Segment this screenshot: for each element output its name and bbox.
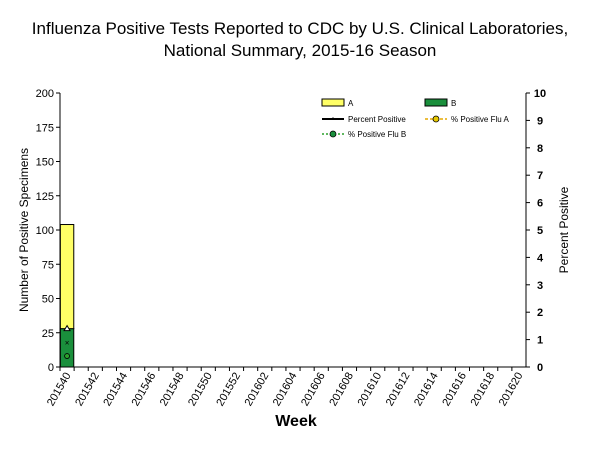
legend-marker-percent-positive [331, 117, 335, 120]
x-tick-label: 201542 [73, 371, 102, 409]
y-axis-right-label: Percent Positive [557, 186, 571, 273]
x-tick-label: 201548 [158, 371, 187, 409]
y-right-tick-label: 6 [537, 198, 543, 210]
marker-pct-flu-b [64, 353, 70, 359]
y-left-tick-label: 125 [36, 191, 54, 203]
y-left-tick-label: 175 [36, 122, 54, 134]
y-right-tick-label: 3 [537, 280, 543, 292]
legend-label-b: B [451, 99, 456, 108]
axes: 0 25 50 75 100 125 150 175 200 0 1 2 3 4 5 6 7 8 9 10 201540… [36, 88, 546, 408]
bar-b [59, 328, 75, 368]
legend-marker-pct-flu-a [432, 115, 440, 123]
legend-label-percent-positive: Percent Positive [348, 115, 406, 124]
legend-swatch-b [424, 98, 448, 107]
bars [59, 224, 75, 368]
y-left-tick-label: 200 [36, 88, 54, 100]
y-left-tick-label: 150 [36, 157, 54, 169]
line-markers: × [63, 324, 71, 359]
marker-pct-flu-a: × [65, 338, 70, 347]
x-tick-label: 201546 [130, 371, 159, 409]
x-tick-label: 201612 [384, 371, 413, 409]
legend-label-pct-flu-a: % Positive Flu A [451, 115, 509, 124]
y-right-tick-label: 2 [537, 307, 543, 319]
x-tick-label: 201604 [271, 371, 300, 409]
y-left-tick-label: 25 [42, 328, 54, 340]
y-right-tick-label: 8 [537, 143, 543, 155]
x-tick-label: 201614 [412, 371, 441, 409]
y-left-tick-label: 50 [42, 294, 54, 306]
x-tick-label: 201606 [299, 371, 328, 409]
y-right-tick-label: 1 [537, 335, 543, 347]
y-left-tick-label: 0 [48, 362, 54, 374]
x-tick-label: 201552 [214, 371, 243, 409]
y-right-tick-label: 0 [537, 362, 543, 374]
y-left-tick-label: 100 [36, 225, 54, 237]
y-right-tick-label: 4 [537, 252, 544, 264]
x-tick-label: 201540 [45, 371, 74, 409]
y-left-tick-label: 75 [42, 259, 54, 271]
legend-swatch-a [321, 98, 345, 107]
y-right-tick-label: 5 [537, 225, 543, 237]
y-right-tick-label: 7 [537, 170, 543, 182]
x-tick-label: 201610 [356, 371, 385, 409]
x-tick-label: 201618 [469, 371, 498, 409]
x-tick-label: 201550 [186, 371, 215, 409]
x-tick-label: 201620 [497, 371, 526, 409]
bar-a [59, 224, 75, 330]
legend: A B Percent Positive % Positive Flu A % Posi… [321, 98, 509, 139]
x-tick-label: 201544 [101, 371, 130, 409]
y-axis-left-label: Number of Positive Specimens [17, 148, 31, 312]
legend-marker-pct-flu-b [329, 130, 337, 138]
legend-label-pct-flu-b: % Positive Flu B [348, 130, 406, 139]
x-axis-label: Week [275, 413, 317, 430]
chart-title-line1: Influenza Positive Tests Reported to CDC… [31, 19, 569, 38]
chart-title-line2: National Summary, 2015-16 Season [163, 41, 437, 60]
x-tick-label: 201602 [243, 371, 272, 409]
marker-percent-positive [63, 324, 71, 332]
y-right-tick-label: 9 [537, 115, 543, 127]
x-tick-label: 201608 [327, 371, 356, 409]
y-right-tick-label: 10 [534, 88, 546, 100]
x-tick-label: 201616 [440, 371, 469, 409]
legend-label-a: A [348, 99, 354, 108]
chart-title: Influenza Positive Tests Reported to CDC… [0, 18, 600, 62]
